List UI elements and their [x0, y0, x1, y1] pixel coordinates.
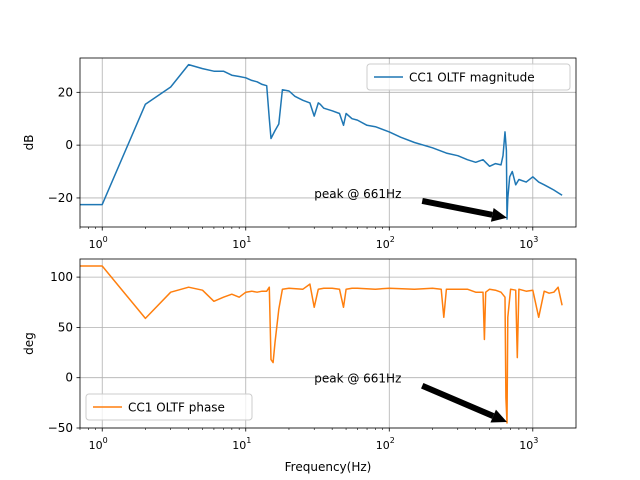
annotation-arrow [421, 382, 495, 419]
axes-frame [79, 57, 577, 228]
y-tick-label: 100 [50, 270, 73, 284]
legend-label: CC1 OLTF magnitude [409, 71, 535, 85]
series-line-magnitude [80, 63, 563, 220]
annotation-arrowhead [490, 409, 507, 423]
annotation-arrowhead [490, 207, 507, 222]
annotation-text: peak @ 661Hz [314, 187, 401, 201]
annotation-text: peak @ 661Hz [314, 372, 401, 386]
y-tick-label: −50 [48, 421, 73, 435]
axes-frame [79, 258, 577, 429]
legend-box [85, 393, 253, 421]
y-tick-label: 0 [65, 138, 73, 152]
y-tick-label: 20 [58, 85, 73, 99]
y-tick-label: −20 [48, 191, 73, 205]
legend-label: CC1 OLTF phase [128, 401, 225, 415]
x-axis-label: Frequency(Hz) [285, 460, 372, 474]
annotation-arrow [421, 198, 493, 218]
y-axis-label: deg [22, 332, 36, 355]
y-tick-label: 0 [65, 371, 73, 385]
series-line-phase [80, 265, 563, 424]
y-tick-label: 50 [58, 320, 73, 334]
legend-box [366, 63, 571, 91]
y-axis-label: dB [22, 135, 36, 151]
